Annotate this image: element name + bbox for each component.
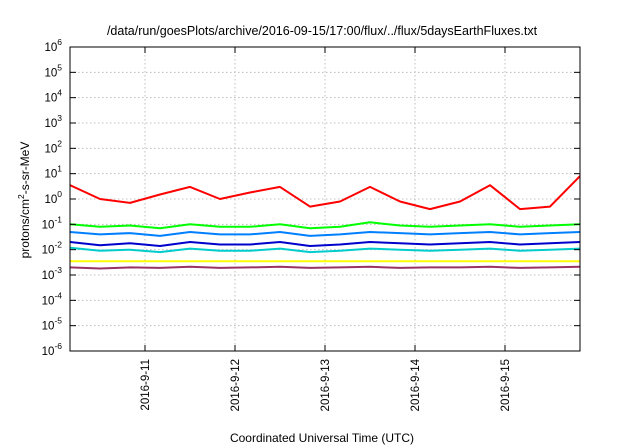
y-tick-label: 100 [44, 189, 62, 206]
y-tick-label: 10-6 [42, 341, 63, 358]
series-line-3 [70, 231, 580, 237]
x-tick-label: 2016-9-11 [140, 359, 152, 411]
y-tick-label: 106 [44, 37, 62, 54]
plot-area [70, 175, 580, 270]
y-tick-label: 10-3 [42, 265, 63, 282]
y-tick-label: 105 [44, 62, 62, 79]
y-tick-label: 102 [44, 138, 62, 155]
x-axis-label: Coordinated Universal Time (UTC) [230, 431, 414, 445]
chart-title: /data/run/goesPlots/archive/2016-09-15/1… [107, 24, 538, 38]
y-tick-label: 103 [44, 113, 62, 130]
y-tick-label: 104 [44, 88, 62, 105]
y-tick-label: 101 [44, 164, 62, 181]
series-line-5 [70, 246, 580, 254]
x-axis: 2016-9-11 2016-9-12 2016-9-13 2016-9-14 2016… [140, 47, 512, 411]
series-line-2 [70, 221, 580, 230]
x-tick-label: 2016-9-12 [230, 359, 242, 411]
series-line-1 [70, 175, 580, 211]
y-tick-label: 10-4 [42, 290, 63, 307]
series-line-4 [70, 241, 580, 247]
y-tick-label: 10-2 [42, 240, 63, 257]
y-tick-label: 10-1 [42, 214, 63, 231]
x-tick-label: 2016-9-13 [320, 359, 332, 411]
series-line-7 [70, 265, 580, 270]
y-axis: 10-6 10-5 10-4 10-3 10-2 10-1 100 101 102 103 104 1… [42, 37, 580, 358]
y-axis-label: protons/cm2-s-sr-MeV [16, 142, 32, 259]
y-tick-label: 10-5 [42, 316, 63, 333]
x-tick-label: 2016-9-14 [410, 358, 422, 411]
x-tick-label: 2016-9-15 [500, 359, 512, 411]
